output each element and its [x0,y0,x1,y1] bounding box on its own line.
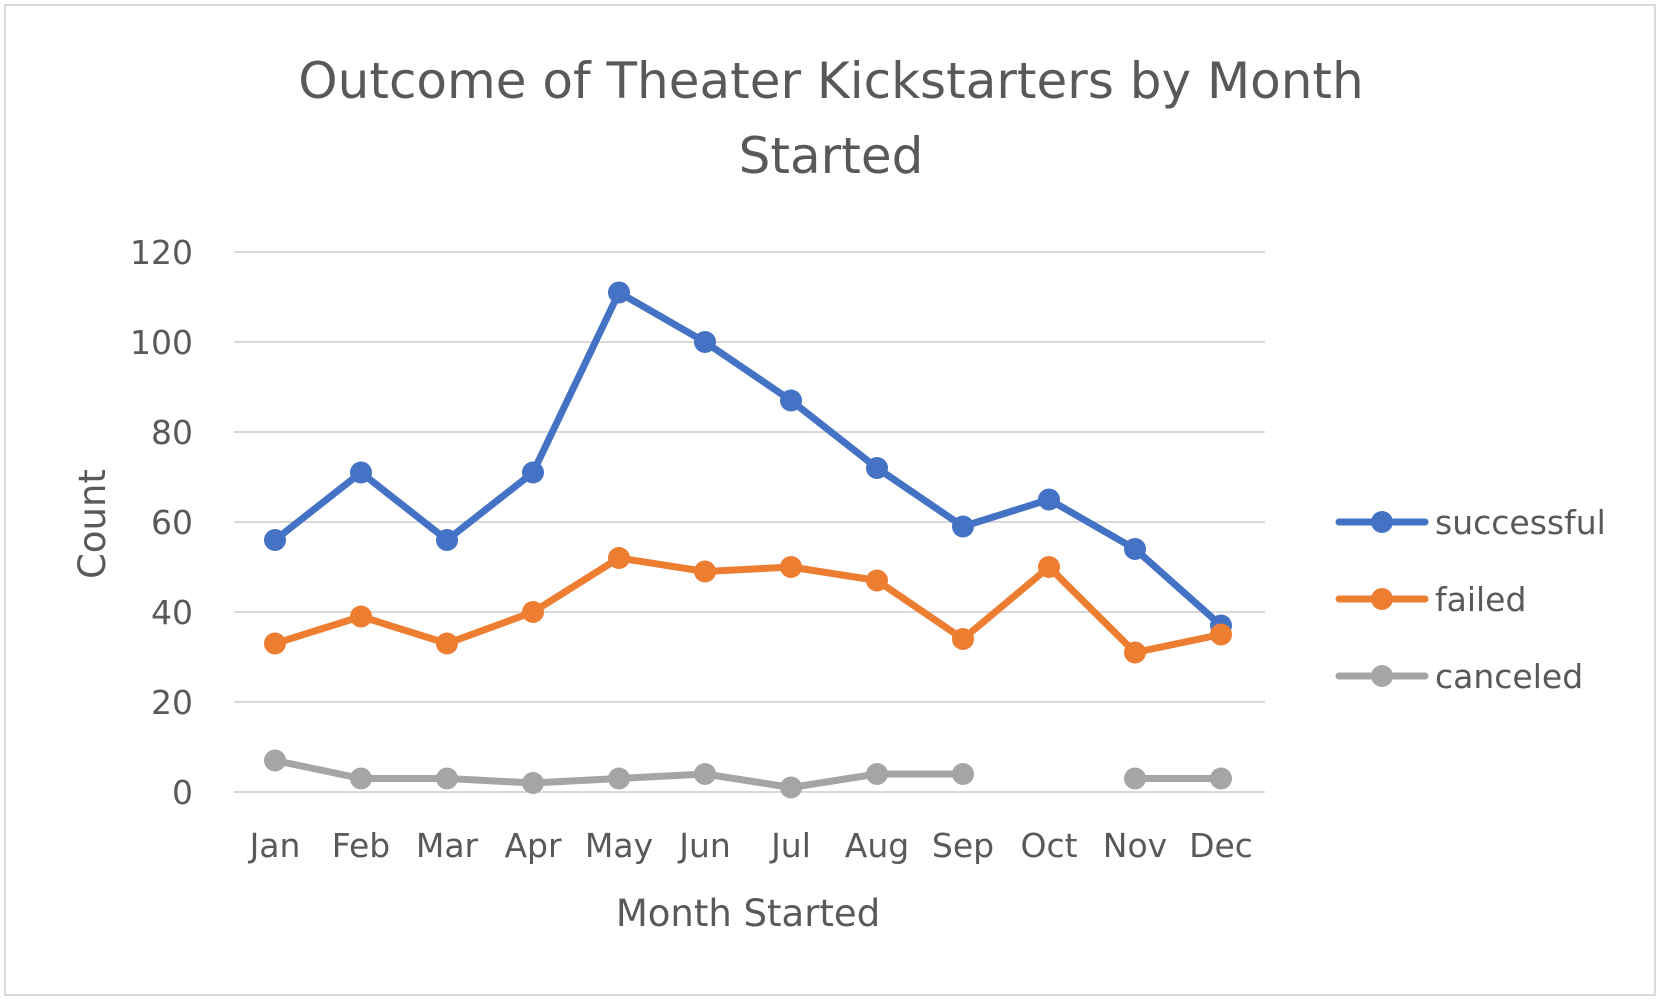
legend-item-successful: successful [1335,503,1606,542]
data-point-canceled [1210,767,1232,790]
legend-label: canceled [1435,657,1583,696]
data-point-successful [1124,538,1146,560]
data-point-successful [780,389,802,412]
data-point-canceled [436,767,458,790]
chart-title-line-1: Outcome of Theater Kickstarters by Month [298,52,1363,110]
y-tick-label: 120 [130,233,193,272]
data-point-failed [264,632,286,655]
data-point-failed [1210,623,1232,646]
data-point-failed [608,547,630,569]
x-tick-label: Jan [248,826,301,865]
y-tick-label: 0 [172,773,193,812]
legend-item-failed: failed [1335,580,1526,619]
x-tick-label: Apr [504,826,562,865]
data-point-failed [1038,556,1060,578]
legend-label: successful [1435,503,1606,542]
data-point-failed [694,560,716,583]
x-tick-label: Jun [677,826,731,865]
data-point-failed [866,569,888,592]
data-point-successful [264,529,286,551]
data-point-canceled [866,763,888,785]
data-point-successful [952,515,974,538]
data-point-canceled [952,763,974,785]
data-point-successful [866,457,888,479]
series-lines [264,281,1232,799]
data-point-failed [350,605,372,628]
data-point-successful [1038,488,1060,511]
series-canceled [264,749,1232,799]
legend-marker-swatch [1371,511,1393,533]
data-point-successful [522,461,544,484]
y-tick-label: 20 [151,683,193,722]
data-point-failed [522,601,544,623]
x-tick-label: Nov [1103,826,1167,865]
data-point-canceled [1124,767,1146,790]
data-point-failed [1124,641,1146,664]
x-tick-label: Jul [769,826,811,865]
data-point-canceled [522,772,544,794]
chart-frame [4,4,1656,996]
x-tick-label: Feb [332,826,390,865]
data-point-canceled [350,767,372,790]
x-axis-ticks: Jan Feb Mar Apr May Jun Jul Aug Sep Oct Nov Dec [248,826,1253,865]
chart-title: Outcome of Theater Kickstarters by Month… [298,52,1363,185]
data-point-successful [436,529,458,551]
data-point-failed [952,628,974,650]
data-point-successful [694,331,716,353]
y-tick-label: 60 [151,503,193,542]
series-failed [264,547,1232,664]
legend: successful failed canceled [1335,503,1606,696]
data-point-successful [608,281,630,304]
data-point-failed [780,556,802,578]
data-point-failed [436,632,458,655]
legend-marker-swatch [1371,665,1393,687]
chart-title-line-2: Started [739,127,924,185]
x-tick-label: Sep [932,826,994,865]
data-point-canceled [608,767,630,790]
y-axis-label: Count [71,469,114,579]
legend-label: failed [1435,580,1526,619]
y-tick-label: 80 [151,413,193,452]
legend-item-canceled: canceled [1335,657,1583,696]
series-line-failed [271,554,1225,656]
x-tick-label: Oct [1020,826,1077,865]
x-tick-label: Dec [1189,826,1253,865]
x-tick-label: Mar [416,826,479,865]
y-axis-ticks: 0 20 40 60 80 100 120 [130,233,193,812]
x-tick-label: May [585,826,653,865]
series-line-successful [271,289,1225,629]
data-point-canceled [694,763,716,785]
gridlines [234,251,1265,793]
data-point-canceled [264,749,286,772]
y-tick-label: 100 [130,323,193,362]
x-tick-label: Aug [845,826,909,865]
x-axis-label: Month Started [616,892,880,935]
data-point-successful [350,461,372,484]
data-point-canceled [780,776,802,799]
y-tick-label: 40 [151,593,193,632]
series-successful [264,281,1232,637]
legend-marker-swatch [1371,588,1393,610]
